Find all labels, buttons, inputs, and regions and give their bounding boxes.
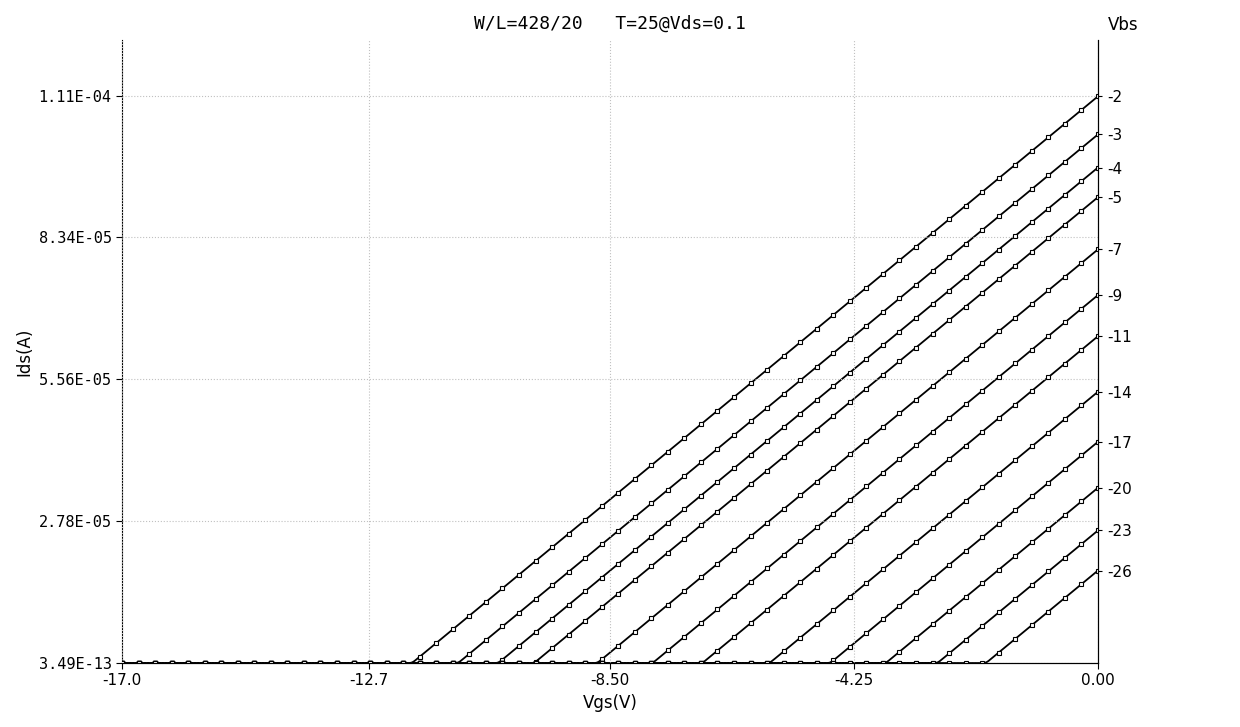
Y-axis label: Ids(A): Ids(A) <box>15 327 33 376</box>
Text: Vbs: Vbs <box>1107 16 1138 34</box>
X-axis label: Vgs(V): Vgs(V) <box>583 694 637 712</box>
Title: W/L=428/20   T=25@Vds=0.1: W/L=428/20 T=25@Vds=0.1 <box>474 15 746 33</box>
